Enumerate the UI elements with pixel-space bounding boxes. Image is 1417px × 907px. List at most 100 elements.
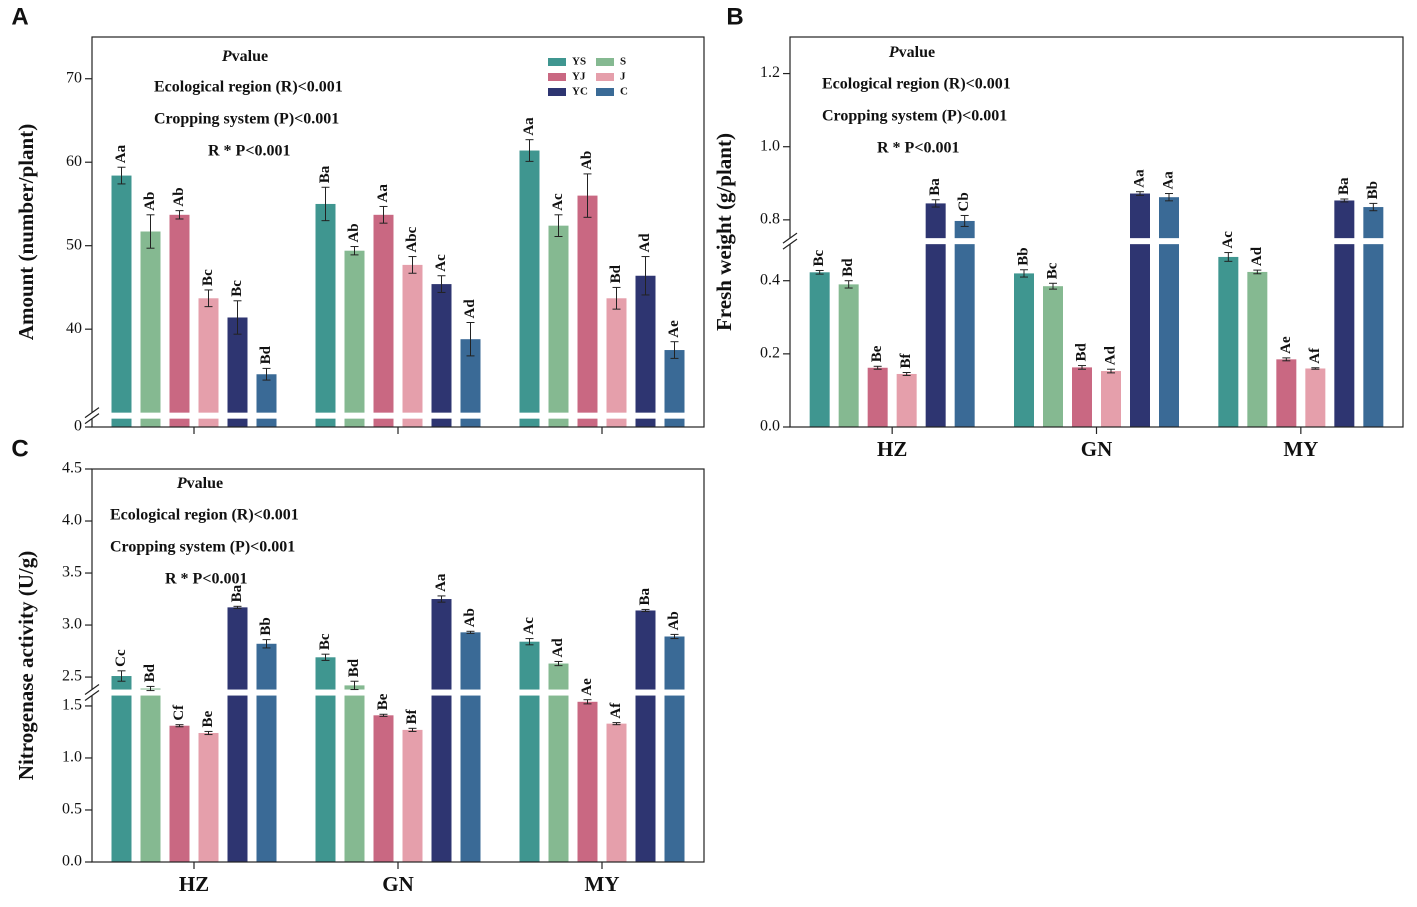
axis-break-gap: [90, 689, 94, 696]
bar: [1014, 273, 1034, 427]
legend-swatch: [596, 88, 614, 96]
legend-swatch: [548, 73, 566, 81]
significance-label: Aa: [1160, 171, 1176, 190]
significance-label: Ac: [550, 193, 566, 211]
x-tick-label: HZ: [179, 872, 209, 896]
bar: [111, 175, 132, 427]
significance-label: Ab: [171, 187, 187, 206]
bar: [198, 298, 219, 427]
y-tick-label: 1.0: [760, 137, 780, 154]
bar: [227, 317, 248, 427]
bar: [373, 715, 394, 862]
bar: [577, 195, 598, 427]
bar: [1363, 207, 1384, 427]
significance-label: Ad: [462, 299, 478, 319]
bar: [1276, 359, 1297, 427]
legend-swatch: [596, 73, 614, 81]
bar: [1130, 193, 1150, 427]
x-tick-label: HZ: [877, 437, 907, 461]
bar: [431, 599, 452, 862]
legend-swatch: [596, 58, 614, 66]
bar: [1334, 200, 1355, 427]
annotation: Cropping system (P)<0.001: [154, 111, 339, 128]
bar: [664, 350, 685, 427]
x-tick-label: GN: [1081, 437, 1113, 461]
significance-label: Bc: [229, 280, 245, 297]
p-value-rest: value: [899, 44, 935, 61]
significance-label: Ae: [579, 678, 595, 696]
legend-label: J: [620, 71, 626, 83]
bar: [548, 225, 569, 427]
significance-label: Aa: [113, 144, 129, 163]
significance-label: Bc: [317, 633, 333, 650]
significance-label: Ba: [637, 587, 653, 605]
significance-label: Af: [608, 702, 624, 719]
bar: [664, 636, 685, 862]
significance-label: Aa: [521, 117, 537, 136]
y-axis-title: Amount (number/plant): [14, 124, 38, 340]
significance-label: Cf: [171, 704, 187, 721]
p-value-title: Pvalue: [888, 44, 935, 61]
bar: [402, 264, 423, 427]
significance-label: Ae: [666, 320, 682, 338]
y-tick-label: 3.0: [62, 616, 82, 633]
x-tick-label: GN: [382, 872, 414, 896]
significance-label: Be: [375, 693, 391, 710]
significance-label: Ae: [1278, 336, 1294, 354]
bar: [606, 298, 627, 427]
significance-label: Bb: [258, 617, 274, 635]
axis-break-mark: [84, 690, 100, 702]
y-tick-label: 40: [66, 320, 82, 337]
significance-label: Ab: [462, 608, 478, 627]
legend-label: YC: [572, 86, 588, 98]
significance-label: Ba: [927, 178, 943, 196]
significance-label: Af: [1307, 347, 1323, 364]
panel-label: C: [11, 435, 28, 462]
significance-label: Bc: [1044, 262, 1060, 279]
y-tick-label: 70: [66, 69, 82, 86]
significance-label: Aa: [433, 573, 449, 592]
significance-label: Ad: [1249, 246, 1265, 266]
significance-label: Bd: [142, 663, 158, 682]
legend-swatch: [548, 58, 566, 66]
axis-break-gap: [90, 412, 94, 419]
bar: [111, 676, 132, 862]
y-axis-title: Nitrogenase activity (U/g): [14, 551, 38, 780]
bar: [169, 214, 190, 427]
significance-label: Be: [200, 710, 216, 727]
bar: [140, 231, 161, 427]
y-tick-label: 4.5: [62, 460, 82, 477]
panel-label: A: [11, 3, 28, 30]
p-value-rest: value: [187, 475, 223, 492]
y-tick-label: 0.5: [62, 801, 82, 818]
p-value-title: Pvalue: [221, 48, 268, 65]
significance-label: Bd: [258, 345, 274, 364]
bar: [344, 685, 365, 862]
significance-label: Bf: [898, 353, 914, 369]
axis-break-mark: [782, 238, 798, 250]
significance-label: Ab: [579, 151, 595, 170]
y-tick-label: 60: [66, 153, 82, 170]
y-tick-label: 1.0: [62, 749, 82, 766]
bar: [925, 203, 946, 427]
p-value-title: Pvalue: [176, 475, 223, 492]
significance-label: Ab: [346, 223, 362, 242]
bar: [169, 725, 190, 862]
axis-break-mark: [84, 407, 100, 419]
significance-label: Abc: [404, 226, 420, 252]
bar: [896, 373, 917, 427]
bar: [460, 339, 481, 427]
bar: [140, 688, 161, 862]
bar: [431, 284, 452, 427]
significance-label: Ad: [1102, 345, 1118, 365]
bar: [635, 275, 656, 427]
significance-label: Bb: [1015, 247, 1031, 265]
significance-label: Ad: [550, 638, 566, 658]
bar: [256, 374, 277, 427]
significance-label: Aa: [375, 184, 391, 203]
annotation: Cropping system (P)<0.001: [822, 108, 1007, 125]
significance-label: Bd: [608, 264, 624, 283]
bar: [867, 367, 888, 427]
significance-label: Be: [869, 345, 885, 362]
